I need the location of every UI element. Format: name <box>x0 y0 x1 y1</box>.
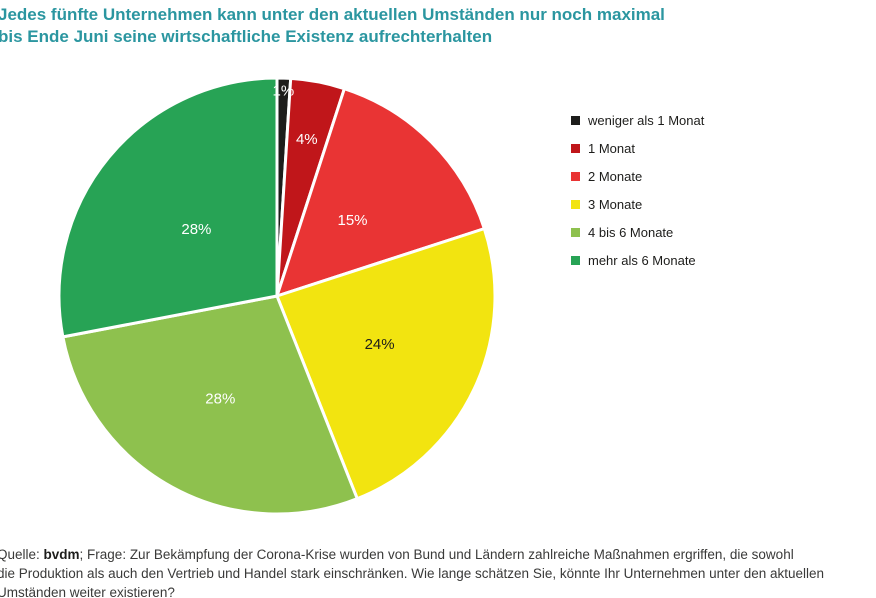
chart-title-line2: bis Ende Juni seine wirtschaftliche Exis… <box>0 27 493 46</box>
legend-item-weniger-als-1-monat: weniger als 1 Monat <box>571 106 704 134</box>
pie-slice-value-label: 4% <box>296 131 318 148</box>
legend-label: 1 Monat <box>588 140 635 156</box>
legend-label: 3 Monate <box>588 196 643 212</box>
pie-chart-container: 1% 4% 15% 24% 28% 28% <box>47 66 507 526</box>
source-note-line2: die Produktion als auch den Vertrieb und… <box>0 566 825 581</box>
pie-slice-value-label: 1% <box>273 83 295 100</box>
source-question-part1: ; Frage: Zur Bekämpfung der Corona-Krise… <box>79 547 794 562</box>
chart-legend: weniger als 1 Monat 1 Monat 2 Monate 3 Mona… <box>571 106 704 274</box>
source-note-line1: Quelle: bvdm; Frage: Zur Bekämpfung der … <box>0 545 824 564</box>
source-note: Quelle: bvdm; Frage: Zur Bekämpfung der … <box>0 545 824 598</box>
legend-label: mehr als 6 Monate <box>588 252 696 268</box>
legend-item-mehr-als-6-monate: mehr als 6 Monate <box>571 246 704 274</box>
legend-swatch-icon <box>571 199 580 209</box>
chart-title-line1: Jedes fünfte Unternehmen kann unter den … <box>0 5 665 24</box>
legend-label: 4 bis 6 Monate <box>588 224 674 240</box>
pie-slice-value-label: 15% <box>337 212 367 229</box>
chart-title: Jedes fünfte Unternehmen kann unter den … <box>0 4 665 48</box>
legend-label: 2 Monate <box>588 168 643 184</box>
legend-swatch-icon <box>571 227 580 237</box>
source-name: bvdm <box>43 547 80 562</box>
pie-slice-value-label: 28% <box>205 391 235 408</box>
legend-item-1-monat: 1 Monat <box>571 134 704 162</box>
source-label: Quelle: <box>0 547 44 562</box>
legend-label: weniger als 1 Monat <box>588 112 705 128</box>
legend-swatch-icon <box>571 171 580 181</box>
legend-item-4-bis-6-monate: 4 bis 6 Monate <box>571 218 704 246</box>
legend-swatch-icon <box>571 143 580 153</box>
pie-slice-4-bis-6-monate <box>61 294 359 516</box>
pie-chart: 1% 4% 15% 24% 28% 28% <box>57 76 497 516</box>
source-note-line3: Umständen weiter existieren? <box>0 585 175 598</box>
legend-item-2-monate: 2 Monate <box>571 162 704 190</box>
legend-swatch-icon <box>571 115 580 125</box>
pie-slice-value-label: 28% <box>181 221 211 238</box>
legend-swatch-icon <box>571 255 580 265</box>
pie-slice-value-label: 24% <box>365 336 395 353</box>
legend-item-3-monate: 3 Monate <box>571 190 704 218</box>
pie-slice-mehr-als-6-monate <box>57 76 279 339</box>
